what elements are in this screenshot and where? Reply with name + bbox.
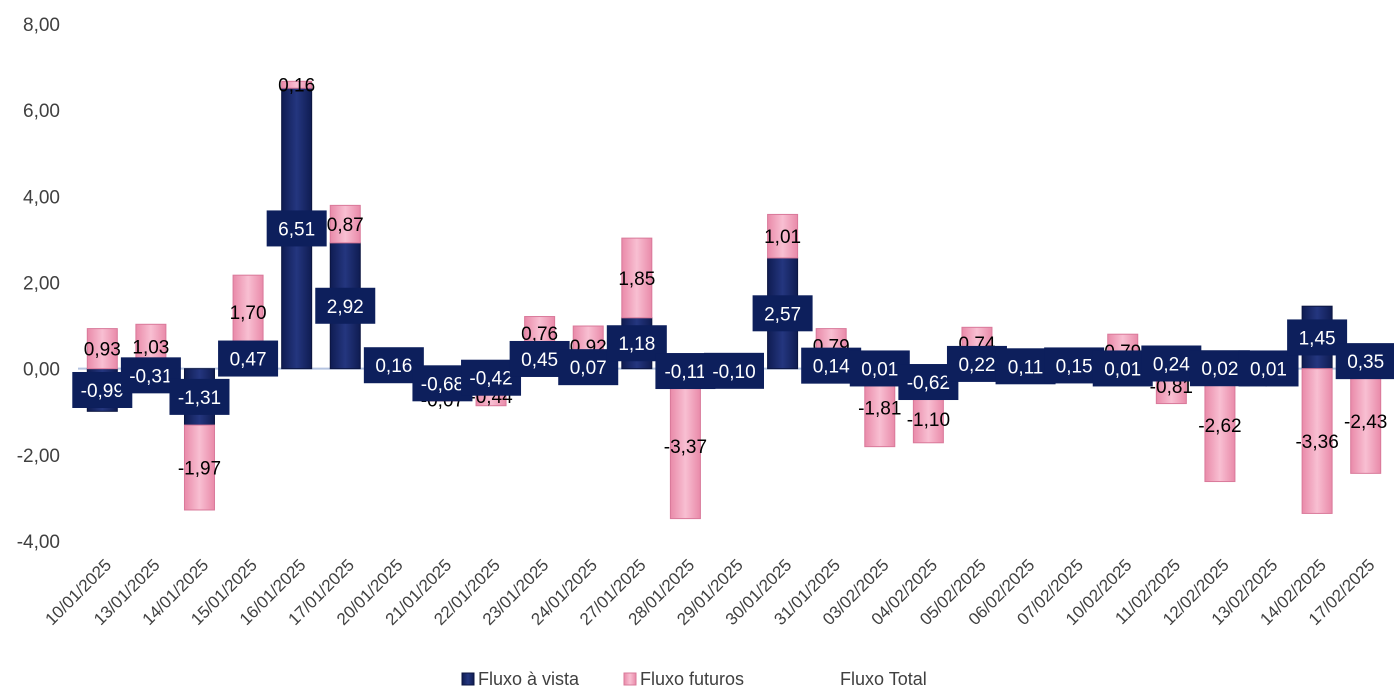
data-label-fluxo-futuros: 1,85 [618, 269, 655, 290]
bar-fluxo-futuros [1301, 368, 1333, 514]
data-label-fluxo-futuros: 0,87 [327, 215, 364, 236]
legend-item-label: Fluxo Total [840, 669, 927, 689]
data-label-fluxo-a-vista: 1,18 [618, 334, 655, 355]
data-label-fluxo-a-vista: 0,07 [570, 358, 607, 379]
data-label-fluxo-a-vista: 0,01 [1250, 359, 1287, 380]
data-label-box-fluxo-a-vista [704, 352, 764, 389]
legend-item-label: Fluxo futuros [640, 669, 744, 689]
data-label-fluxo-futuros: -1,81 [858, 399, 901, 420]
legend-swatch [623, 672, 637, 686]
data-label-fluxo-a-vista: -0,10 [712, 362, 755, 383]
data-label-fluxo-futuros: 1,01 [764, 227, 801, 248]
data-label-fluxo-futuros: -3,36 [1295, 432, 1338, 453]
data-label-fluxo-futuros: 0,93 [84, 340, 121, 361]
data-label-fluxo-a-vista: 0,24 [1153, 354, 1190, 375]
bar-fluxo-futuros [86, 328, 118, 370]
data-label-fluxo-futuros: -0,81 [1150, 377, 1193, 398]
data-label-fluxo-a-vista: -0,31 [129, 366, 172, 387]
data-label-box-fluxo-a-vista [169, 378, 230, 415]
data-label-fluxo-a-vista: -0,99 [81, 381, 124, 402]
data-label-fluxo-futuros: -3,37 [664, 437, 707, 458]
bar-fluxo-futuros [232, 274, 264, 349]
data-label-fluxo-a-vista: -0,42 [469, 369, 512, 390]
data-label-fluxo-a-vista: -0,11 [664, 362, 706, 383]
data-label-fluxo-a-vista: 0,14 [813, 357, 850, 378]
data-label-box-fluxo-a-vista [266, 210, 327, 247]
data-label-fluxo-futuros: -2,43 [1344, 412, 1387, 433]
data-label-fluxo-a-vista: 2,57 [764, 304, 801, 325]
y-tick-label: -4,00 [17, 532, 60, 553]
data-label-fluxo-a-vista: 6,51 [278, 219, 315, 240]
data-label-fluxo-a-vista: -0,62 [907, 373, 950, 394]
y-tick-label: 8,00 [23, 15, 60, 36]
data-label-fluxo-a-vista: 0,11 [1008, 357, 1044, 378]
data-label-fluxo-a-vista: 0,47 [230, 350, 267, 371]
data-label-fluxo-futuros: -2,62 [1198, 416, 1241, 437]
legend-swatch [461, 672, 475, 686]
y-tick-label: 2,00 [23, 274, 60, 295]
data-label-fluxo-futuros: 0,76 [521, 324, 558, 345]
data-label-box-fluxo-a-vista [218, 340, 279, 377]
data-label-fluxo-futuros: 1,03 [132, 337, 169, 358]
bar-fluxo-futuros [767, 213, 799, 259]
data-label-box-fluxo-a-vista [752, 295, 813, 332]
data-label-fluxo-a-vista: -0,68 [421, 374, 464, 395]
data-label-fluxo-a-vista: 0,15 [1056, 356, 1093, 377]
data-label-fluxo-a-vista: 0,02 [1201, 359, 1238, 380]
bar-fluxo-futuros [329, 204, 361, 244]
data-label-fluxo-a-vista: 0,22 [958, 355, 995, 376]
data-label-box-fluxo-a-vista [1335, 343, 1394, 380]
y-tick-label: 6,00 [23, 101, 60, 122]
data-label-fluxo-a-vista: 1,45 [1299, 328, 1336, 349]
data-label-fluxo-a-vista: 0,16 [375, 356, 412, 377]
data-label-fluxo-a-vista: 0,35 [1347, 352, 1384, 373]
data-label-fluxo-a-vista: 2,92 [327, 297, 364, 318]
data-label-fluxo-futuros: -1,10 [907, 410, 950, 431]
data-label-box-fluxo-a-vista [1238, 350, 1299, 387]
bar-fluxo-futuros [1204, 368, 1236, 483]
data-label-fluxo-a-vista: 0,01 [861, 359, 898, 380]
bar-fluxo-futuros [1350, 368, 1382, 474]
data-label-fluxo-futuros: 0,16 [278, 76, 315, 97]
data-label-fluxo-a-vista: 0,45 [521, 350, 558, 371]
legend-item-label: Fluxo à vista [478, 669, 580, 689]
bar-fluxo-futuros [912, 394, 944, 444]
data-label-fluxo-a-vista: -1,31 [178, 388, 221, 409]
data-label-box-fluxo-a-vista [315, 287, 376, 324]
bar-fluxo-futuros [281, 80, 313, 89]
y-tick-label: 0,00 [23, 360, 60, 381]
y-tick-label: 4,00 [23, 187, 60, 208]
data-label-fluxo-a-vista: 0,01 [1104, 359, 1141, 380]
data-label-fluxo-futuros: -1,97 [178, 459, 221, 480]
bar-fluxo-futuros [183, 424, 215, 511]
y-tick-label: -2,00 [17, 446, 60, 467]
data-label-fluxo-futuros: 1,70 [230, 303, 267, 324]
bar-fluxo-futuros [621, 237, 653, 319]
